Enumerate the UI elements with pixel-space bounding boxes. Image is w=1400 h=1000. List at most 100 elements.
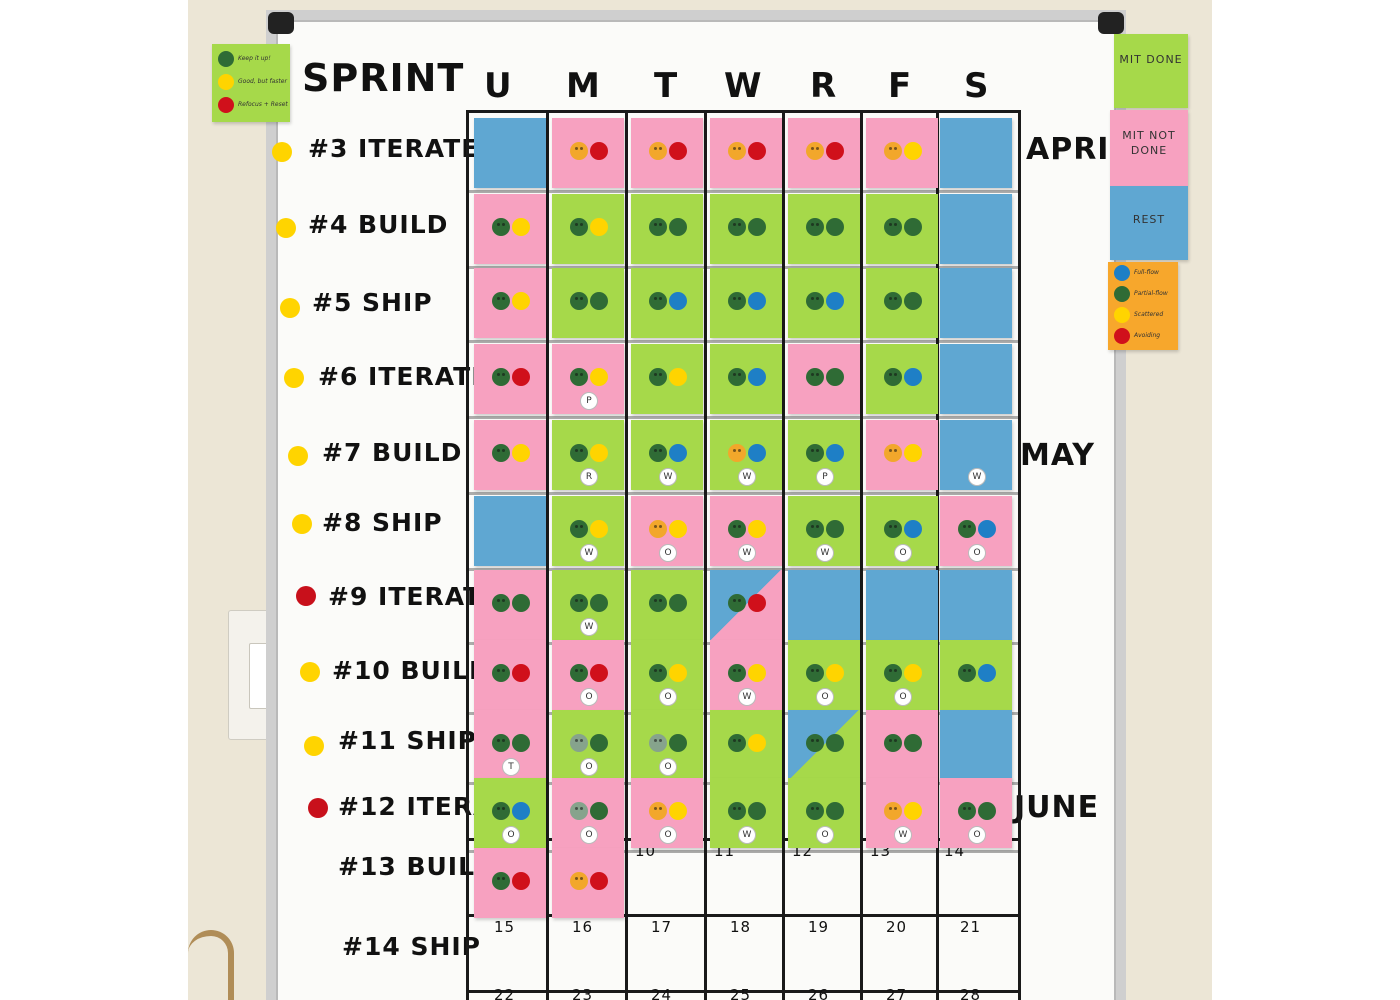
sticky-note-pink	[474, 848, 546, 918]
sticky-note-blue	[474, 496, 546, 566]
date-number: 27	[886, 986, 908, 1000]
smiley-orange-dot-icon	[649, 802, 667, 820]
smiley-green-dot-icon	[492, 664, 510, 682]
legend-label: Good, but faster	[238, 78, 287, 86]
legend-rest-label: REST	[1132, 213, 1166, 226]
red-dot-icon	[590, 142, 608, 160]
sticky-note-split-bg	[788, 710, 860, 780]
sticky-note-green	[552, 268, 624, 338]
smiley-green-dot-icon	[958, 520, 976, 538]
sticky-note-blue	[940, 710, 1012, 780]
sticky-note-green	[710, 344, 782, 414]
smiley-green-dot-icon	[806, 368, 824, 386]
date-number: 22	[494, 986, 516, 1000]
smiley-orange-dot-icon	[649, 520, 667, 538]
legend-mit-done-note: MIT DONE	[1114, 34, 1188, 108]
green-dot-icon	[512, 734, 530, 752]
grid-vertical-line	[466, 110, 469, 1000]
sticky-note-blue	[940, 268, 1012, 338]
legend-label: Refocus + Reset	[238, 101, 288, 109]
smiley-green-dot-icon	[958, 664, 976, 682]
sticky-note-green	[866, 268, 938, 338]
yellow-dot-icon	[512, 218, 530, 236]
yellow-dot-icon	[904, 142, 922, 160]
red-dot-icon	[512, 664, 530, 682]
sprint-label: #7 BUILD	[322, 438, 463, 467]
sticky-note-green: W	[631, 420, 703, 490]
green-dot-icon	[590, 802, 608, 820]
yellow-dot-icon	[669, 520, 687, 538]
sticky-note-pink	[866, 710, 938, 780]
smiley-green-dot-icon	[492, 872, 510, 890]
date-number: 19	[808, 918, 830, 936]
letter-tag: W	[580, 618, 598, 636]
smiley-orange-dot-icon	[570, 872, 588, 890]
letter-tag: W	[738, 826, 756, 844]
day-header-s: S	[964, 66, 990, 106]
smiley-green-dot-icon	[570, 594, 588, 612]
sticky-note-pink: O	[940, 778, 1012, 848]
smiley-green-dot-icon	[492, 444, 510, 462]
yellow-dot-icon	[669, 802, 687, 820]
letter-tag: W	[738, 468, 756, 486]
letter-tag: O	[659, 544, 677, 562]
sticky-note-green: O	[788, 640, 860, 710]
smiley-green-dot-icon	[649, 444, 667, 462]
letter-tag: O	[659, 826, 677, 844]
yellow-status-dot-icon	[284, 368, 304, 388]
smiley-green-dot-icon	[570, 218, 588, 236]
sticky-note-pink	[474, 640, 546, 710]
legend-mit-not-done-label: MIT NOT DONE	[1122, 129, 1176, 157]
grid-horizontal-line	[466, 850, 1021, 853]
green-dot-icon	[669, 594, 687, 612]
legend-row-full-flow: Full-flow	[1114, 264, 1159, 282]
smiley-green-dot-icon	[649, 292, 667, 310]
sticky-note-pink	[474, 420, 546, 490]
sticky-note-blue	[940, 194, 1012, 264]
smiley-green-dot-icon	[728, 802, 746, 820]
smiley-green-dot-icon	[884, 520, 902, 538]
yellow-status-dot-icon	[288, 446, 308, 466]
sticky-note-green: R	[552, 420, 624, 490]
smiley-green-dot-icon	[884, 664, 902, 682]
sticky-note-green	[552, 194, 624, 264]
blue-dot-icon	[512, 802, 530, 820]
yellow-dot-icon	[218, 73, 234, 90]
sticky-note-blue	[788, 570, 860, 640]
sticky-note-pink: P	[552, 344, 624, 414]
green-dot-icon	[826, 520, 844, 538]
sticky-note-pink	[631, 118, 703, 188]
letter-tag: W	[894, 826, 912, 844]
legend-rest-note: REST	[1110, 186, 1188, 260]
letter-tag: O	[968, 544, 986, 562]
legend-row-avoiding: Avoiding	[1114, 327, 1160, 345]
date-number: 21	[960, 918, 982, 936]
letter-tag: O	[580, 758, 598, 776]
sticky-note-green	[631, 268, 703, 338]
sticky-note-green: O	[474, 778, 546, 848]
legend-label: Partial-flow	[1134, 290, 1168, 298]
date-number: 16	[572, 918, 594, 936]
sticky-note-blue	[474, 118, 546, 188]
smiley-green-dot-icon	[570, 444, 588, 462]
sticky-note-green: W	[552, 570, 624, 640]
yellow-dot-icon	[748, 734, 766, 752]
red-dot-icon	[1114, 327, 1130, 344]
date-number: 15	[494, 918, 516, 936]
sticky-note-green	[710, 268, 782, 338]
smiley-green-dot-icon	[492, 802, 510, 820]
yellow-dot-icon	[590, 444, 608, 462]
smiley-orange-dot-icon	[728, 142, 746, 160]
grid-vertical-line	[704, 110, 707, 1000]
sticky-note-green: O	[631, 640, 703, 710]
sticky-note-green: O	[552, 710, 624, 780]
board-clip-left	[268, 12, 294, 34]
sticky-note-green	[710, 710, 782, 780]
letter-tag: W	[659, 468, 677, 486]
letter-tag: O	[816, 826, 834, 844]
smiley-orange-dot-icon	[806, 142, 824, 160]
green-dot-icon	[826, 368, 844, 386]
sprint-label: #13 BUILD	[338, 852, 497, 881]
green-dot-icon	[669, 734, 687, 752]
smiley-green-dot-icon	[958, 802, 976, 820]
